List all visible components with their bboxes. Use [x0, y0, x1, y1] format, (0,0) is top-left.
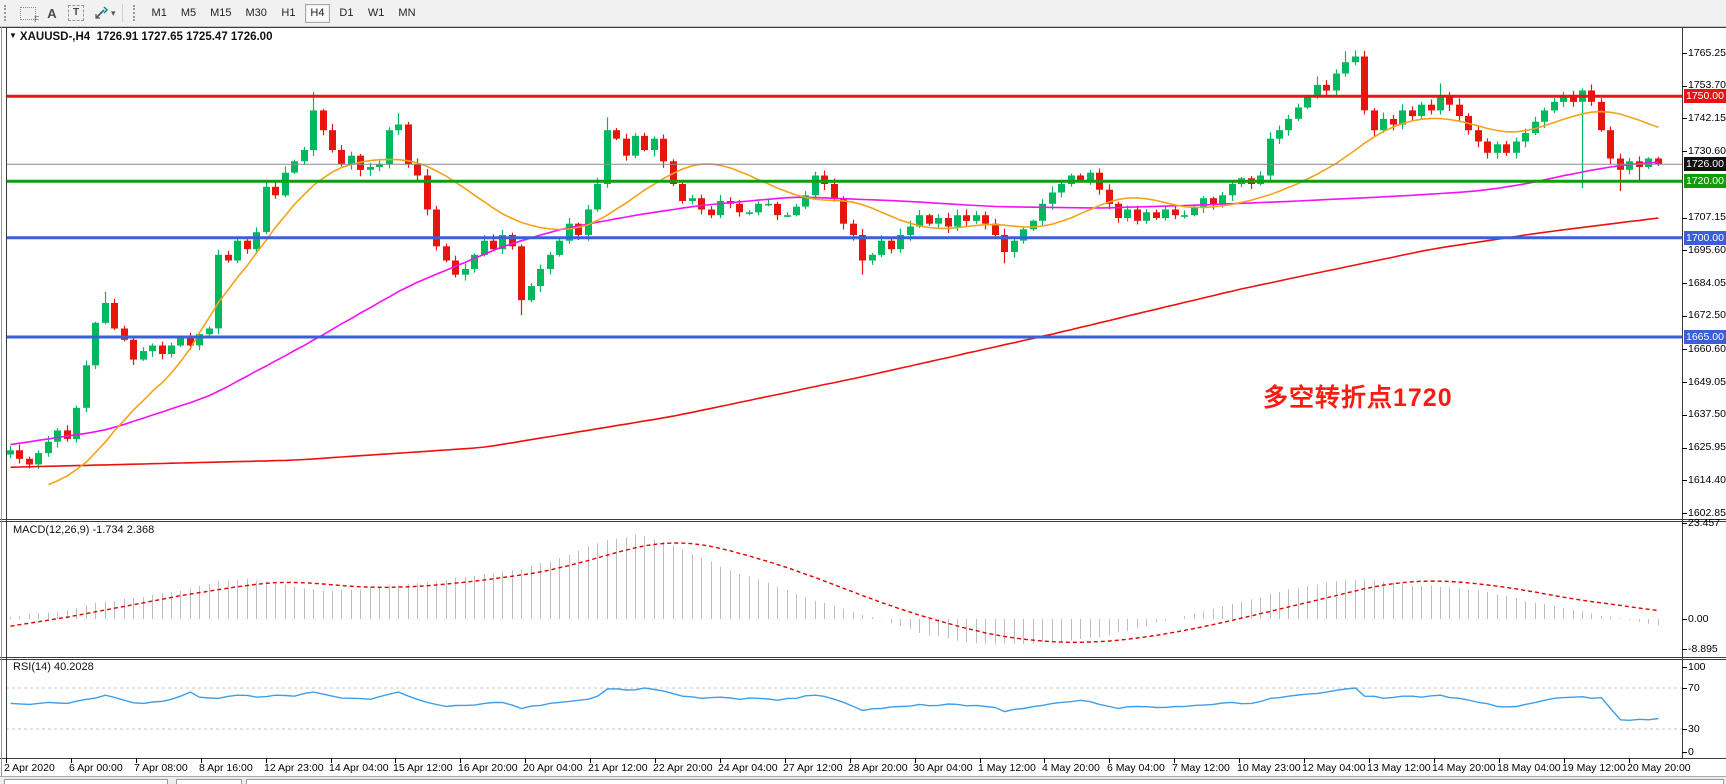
timeframe-button-d1[interactable]: D1: [334, 4, 359, 23]
timeframe-button-m15[interactable]: M15: [205, 4, 236, 23]
bottom-panel-fragment: [246, 779, 1724, 784]
dropdown-caret-icon[interactable]: ▾: [111, 7, 116, 18]
bottom-panel-fragment: [176, 779, 242, 784]
arrows-tool-icon[interactable]: [89, 3, 111, 23]
template-grid-icon[interactable]: F: [17, 3, 39, 24]
timeframe-button-h4[interactable]: H4: [304, 3, 330, 23]
timeframe-button-w1[interactable]: W1: [363, 4, 390, 23]
toolbar: F A T ▾ M1 M5 M15 M30 H1 H4 D1 W1 MN: [0, 0, 1726, 27]
toolbar-separator: [121, 4, 123, 22]
toolbar-drag-handle: [132, 5, 140, 21]
timeframe-button-m1[interactable]: M1: [147, 4, 172, 23]
text-box-icon[interactable]: T: [65, 3, 87, 23]
timeframe-button-mn[interactable]: MN: [393, 4, 420, 23]
timeframe-button-m5[interactable]: M5: [176, 4, 201, 23]
bottom-panel-fragment: [4, 779, 168, 784]
text-label-icon[interactable]: A: [47, 5, 57, 21]
status-bar: [0, 776, 1726, 784]
timeframe-button-m30[interactable]: M30: [241, 4, 272, 23]
toolbar-drag-handle: [4, 5, 11, 21]
timeframe-button-h1[interactable]: H1: [276, 4, 301, 23]
